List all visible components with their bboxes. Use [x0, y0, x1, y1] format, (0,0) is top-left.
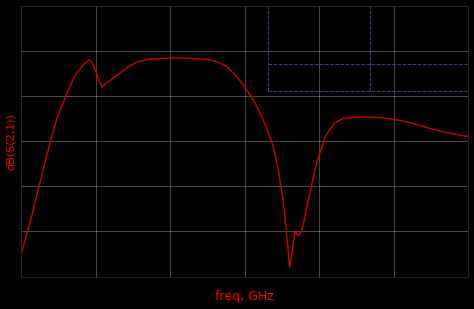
- X-axis label: freq, GHz: freq, GHz: [215, 290, 274, 303]
- Y-axis label: dB(S(2,1)): dB(S(2,1)): [6, 112, 16, 170]
